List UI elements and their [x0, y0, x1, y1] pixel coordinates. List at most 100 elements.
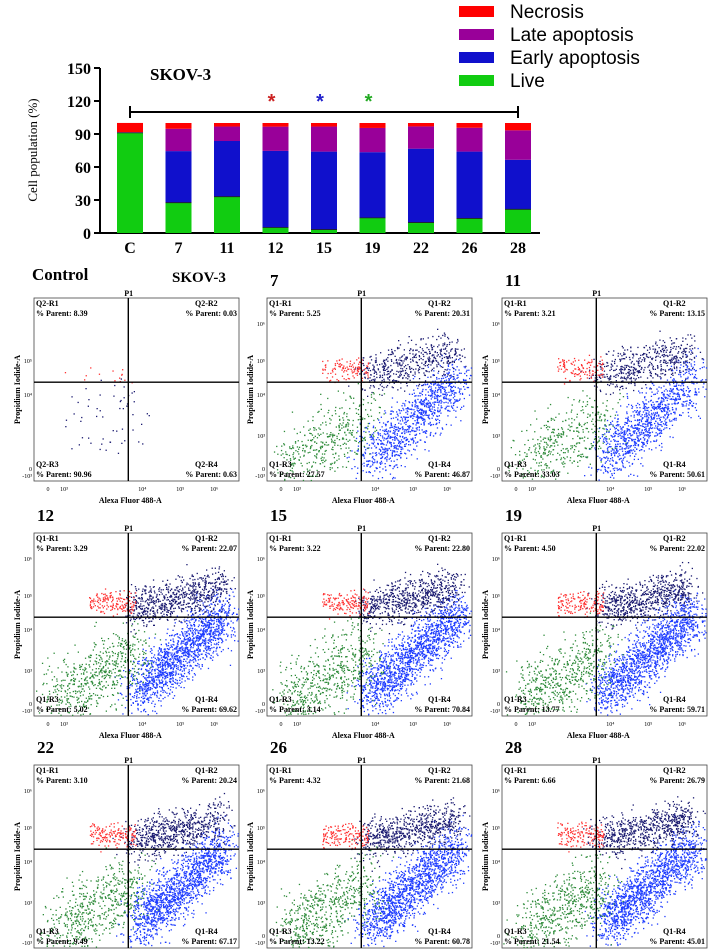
scatter-dot [578, 431, 580, 434]
scatter-dot [357, 383, 359, 385]
quadrant-id-lr: Q1-R4 [428, 460, 451, 469]
scatter-dot [635, 453, 637, 455]
scatter-dot [361, 380, 363, 382]
scatter-dot [401, 405, 403, 407]
scatter-dot [537, 473, 539, 475]
scatter-dot [444, 342, 446, 344]
scatter-dot [177, 640, 180, 642]
scatter-dot [433, 356, 435, 358]
scatter-dot [613, 350, 615, 352]
scatter-dot [437, 354, 439, 356]
scatter-dot [211, 620, 213, 622]
scatter-dot [392, 411, 394, 413]
scatter-dot [186, 623, 188, 625]
scatter-dot [614, 431, 616, 433]
scatter-dot [656, 344, 658, 346]
scatter-dot [589, 414, 591, 416]
bar-segment-early [359, 152, 386, 218]
quadrant-value-ul: % Parent: 5.25 [269, 309, 321, 318]
scatter-dot [543, 441, 546, 443]
scatter-dot [402, 428, 404, 431]
scatter-dot [586, 362, 588, 365]
scatter-dot [662, 361, 665, 364]
scatter-dot [395, 426, 397, 428]
scatter-dot [392, 449, 394, 452]
scatter-dot [369, 466, 371, 468]
scatter-dot [416, 427, 418, 429]
scatter-dot [657, 423, 659, 425]
scatter-dot [169, 658, 171, 660]
scatter-dot [608, 384, 611, 387]
scatter-dot [398, 380, 400, 383]
scatter-dot [444, 397, 446, 400]
scatter-dot [662, 344, 664, 347]
scatter-dot [130, 675, 132, 678]
scatter-dot [210, 644, 212, 646]
scatter-dot [169, 652, 171, 654]
scatter-dot [671, 359, 673, 361]
scatter-dot [381, 363, 383, 365]
scatter-dot [408, 450, 411, 452]
scatter-dot [658, 429, 660, 431]
scatter-dot [334, 439, 336, 442]
scatter-dot [563, 366, 566, 368]
scatter-dot [555, 473, 557, 476]
scatter-dot [433, 391, 435, 394]
scatter-dot [560, 457, 563, 459]
x-tick-label: 26 [462, 240, 478, 257]
scatter-dot [698, 388, 700, 390]
quadrant-id-ll: Q2-R3 [36, 460, 59, 469]
scatter-dot [381, 426, 383, 428]
scatter-dot [421, 418, 423, 420]
scatter-dot [542, 453, 544, 455]
scatter-dot [90, 367, 92, 369]
scatter-dot [415, 427, 417, 429]
scatter-dot [399, 362, 401, 364]
quadrant-id-ll: Q1-R3 [504, 460, 527, 469]
scatter-dot [209, 632, 211, 634]
scatter-dot [450, 387, 453, 389]
scatter-dot [444, 348, 446, 350]
scatter-dot [358, 363, 360, 365]
scatter-dot [690, 363, 692, 365]
scatter-dot [433, 354, 435, 356]
scatter-dot [566, 361, 568, 363]
scatter-dot [146, 679, 148, 681]
scatter-dot [339, 445, 342, 447]
scatter-dot [420, 417, 422, 419]
scatter-dot [645, 387, 648, 389]
scatter-dot [283, 444, 286, 446]
y-axis-label: Propidium Iodide-A [481, 355, 490, 424]
scatter-dot [402, 420, 404, 422]
scatter-dot [410, 371, 412, 373]
scatter-dot [553, 442, 555, 444]
scatter-dot [122, 408, 124, 410]
scatter-dot [631, 406, 634, 408]
scatter-dot [185, 660, 187, 662]
scatter-dot [662, 423, 665, 425]
scatter-dot [199, 618, 202, 620]
scatter-dot [195, 637, 198, 639]
scatter-dot [385, 444, 388, 446]
scatter-dot [627, 425, 630, 427]
scatter-dot [408, 427, 410, 429]
scatter-dot [634, 410, 636, 412]
scatter-dot [186, 638, 188, 640]
scatter-dot [677, 392, 679, 394]
scatter-dot [686, 367, 688, 369]
scatter-dot [465, 371, 468, 373]
scatter-dot [197, 643, 199, 645]
scatter-dot [536, 462, 538, 464]
scatter-dot [396, 346, 399, 349]
scatter-dot [666, 427, 668, 429]
scatter-dot [143, 684, 146, 686]
scatter-dot [681, 405, 684, 407]
scatter-dot [406, 413, 409, 415]
scatter-dot [177, 641, 179, 644]
scatter-dot [610, 440, 612, 442]
scatter-dot [379, 429, 381, 431]
x-tick-label: 12 [268, 240, 284, 257]
scatter-dot [630, 434, 632, 437]
scatter-dot [539, 448, 541, 450]
scatter-dot [440, 432, 442, 434]
